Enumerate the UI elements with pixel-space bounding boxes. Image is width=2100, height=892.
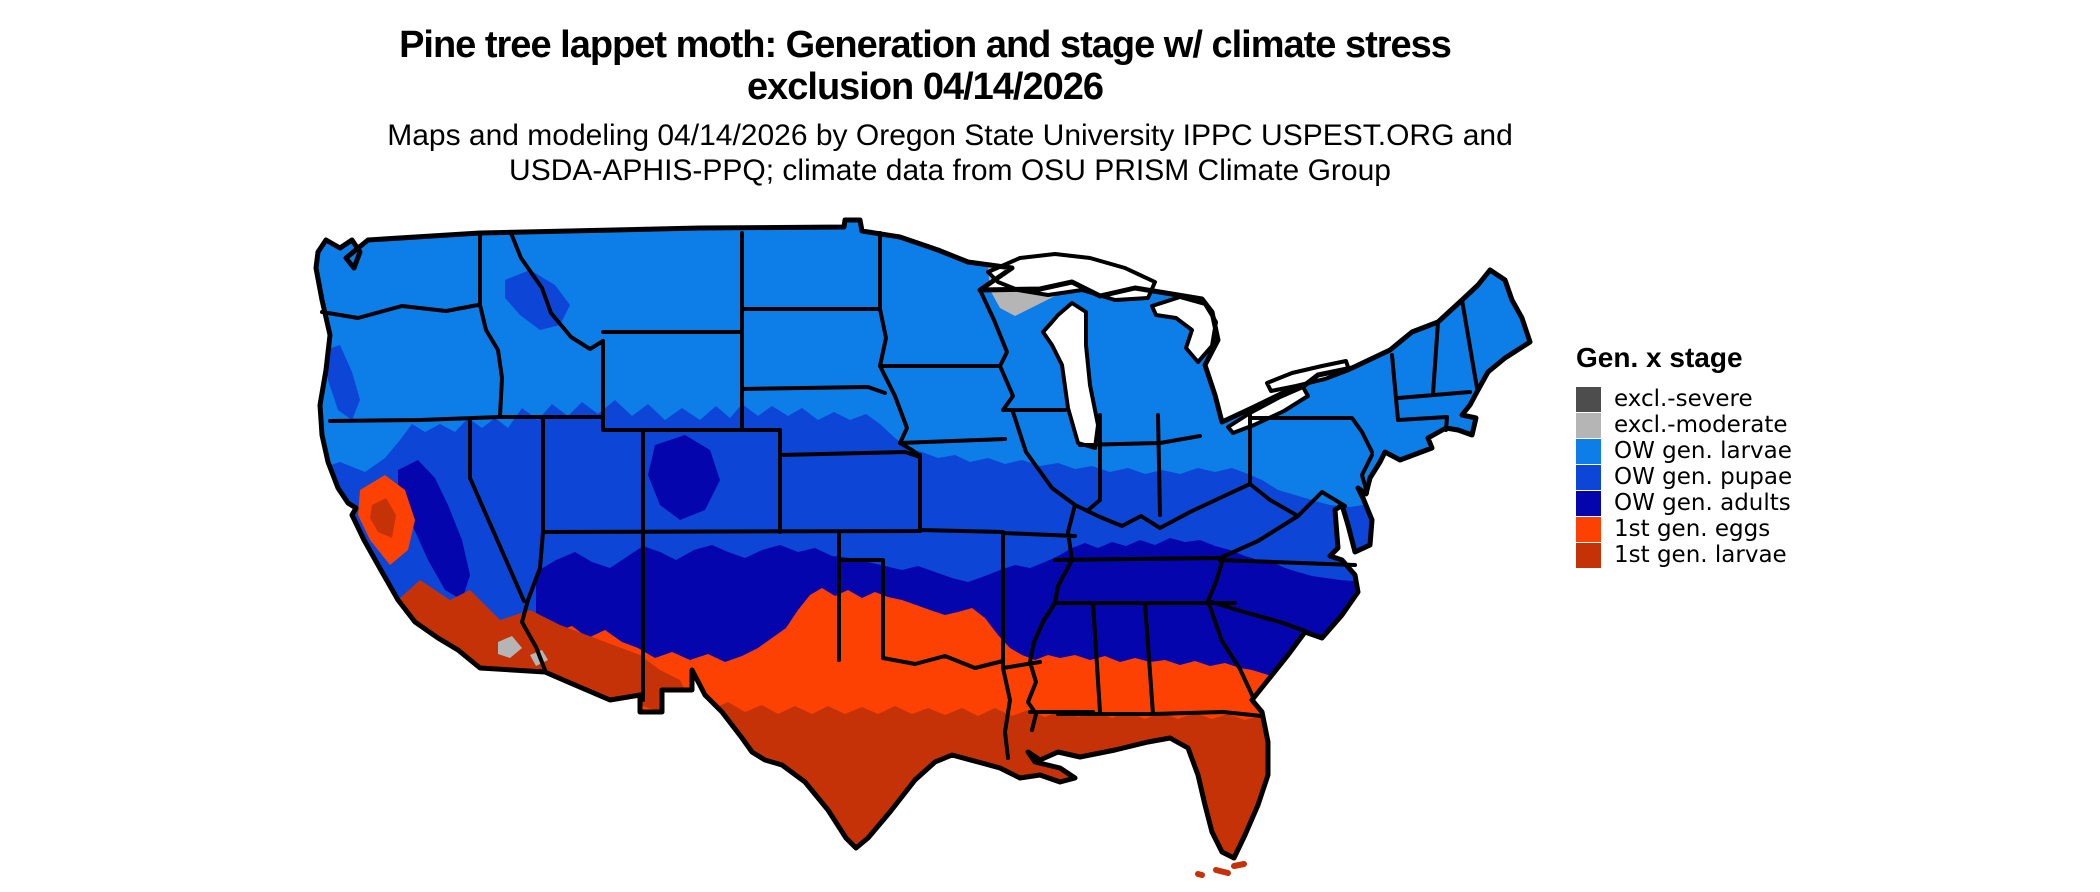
region-pupae-oregon-coast-range bbox=[325, 345, 360, 420]
region-adults-sierra-nevada bbox=[398, 460, 470, 600]
legend-row-1st-eggs: 1st gen. eggs bbox=[1576, 516, 1792, 542]
map-subtitle-line1: Maps and modeling 04/14/2026 by Oregon S… bbox=[387, 119, 1513, 152]
state-borders bbox=[320, 231, 1479, 760]
legend-title: Gen. x stage bbox=[1576, 342, 1743, 373]
legend-row-excl-moderate: excl.-moderate bbox=[1576, 412, 1792, 438]
lake-huron bbox=[1150, 295, 1218, 364]
map-subtitle-line2: USDA-APHIS-PPQ; climate data from OSU PR… bbox=[509, 154, 1391, 187]
legend-label-excl-severe: excl.-severe bbox=[1614, 386, 1753, 412]
map-title-line1: Pine tree lappet moth: Generation and st… bbox=[399, 24, 1452, 66]
region-adults-colorado-rockies bbox=[648, 435, 720, 520]
legend-swatch-1st-larvae bbox=[1576, 542, 1601, 568]
florida-keys bbox=[1195, 861, 1247, 878]
legend-label-1st-eggs: 1st gen. eggs bbox=[1614, 516, 1771, 542]
legend-swatch-ow-adults bbox=[1576, 490, 1601, 516]
region-excl-moderate-arizona bbox=[498, 636, 548, 666]
legend-label-ow-pupae: OW gen. pupae bbox=[1614, 464, 1793, 490]
legend-row-ow-larvae: OW gen. larvae bbox=[1576, 438, 1792, 464]
legend-row-ow-adults: OW gen. adults bbox=[1576, 490, 1792, 516]
legend-swatch-1st-eggs bbox=[1576, 516, 1601, 542]
legend-label-ow-larvae: OW gen. larvae bbox=[1614, 438, 1792, 464]
map-subtitle: Maps and modeling 04/14/2026 by Oregon S… bbox=[0, 118, 1900, 188]
legend-swatch-ow-larvae bbox=[1576, 438, 1601, 464]
legend-row-excl-severe: excl.-severe bbox=[1576, 386, 1792, 412]
map-title-line2: exclusion 04/14/2026 bbox=[746, 66, 1104, 108]
legend-swatch-ow-pupae bbox=[1576, 464, 1601, 490]
legend-row-1st-larvae: 1st gen. larvae bbox=[1576, 542, 1792, 568]
legend-swatch-excl-severe bbox=[1576, 386, 1601, 412]
region-1st-larvae-southwest bbox=[398, 580, 690, 712]
region-1st-larvae-central-ca bbox=[370, 498, 396, 538]
map-legend: Gen. x stage excl.-severe excl.-moderate… bbox=[1576, 342, 1792, 568]
legend-label-1st-larvae: 1st gen. larvae bbox=[1614, 542, 1787, 568]
legend-label-ow-adults: OW gen. adults bbox=[1614, 490, 1791, 516]
legend-row-ow-pupae: OW gen. pupae bbox=[1576, 464, 1792, 490]
legend-label-excl-moderate: excl.-moderate bbox=[1614, 412, 1788, 438]
map-title: Pine tree lappet moth: Generation and st… bbox=[0, 24, 1850, 108]
legend-swatch-excl-moderate bbox=[1576, 412, 1601, 438]
